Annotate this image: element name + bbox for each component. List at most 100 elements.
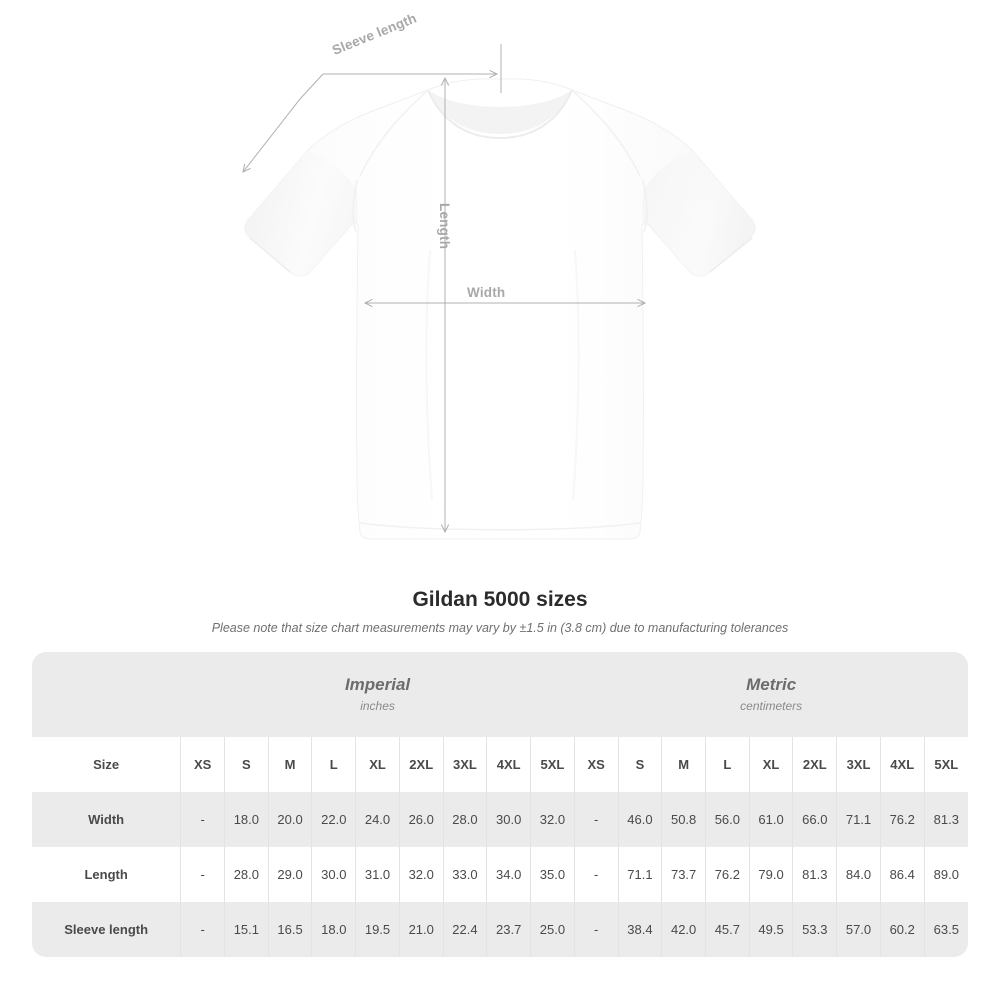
cell-length-imperial-3xl: 33.0 [442, 847, 487, 902]
size-header-row: Size XS S M L XL 2XL 3XL 4XL 5XL XS S M L XL 2XL 3XL 4XL 5… [32, 737, 968, 792]
cell-sleeve-length-metric-4xl: 60.2 [879, 902, 925, 957]
page-subtitle: Please note that size chart measurements… [211, 621, 789, 635]
cell-length-imperial-xl: 31.0 [355, 847, 400, 902]
cell-width-metric-s: 46.0 [617, 792, 662, 847]
size-header-metric-m: M [661, 737, 706, 792]
cell-length-imperial-m: 29.0 [267, 847, 312, 902]
size-header-imperial-s: S [223, 737, 269, 792]
cell-length-imperial-5xl: 35.0 [530, 847, 575, 902]
cell-width-imperial-5xl: 32.0 [530, 792, 575, 847]
size-header-metric-s: S [617, 737, 662, 792]
tshirt-shape [244, 78, 756, 540]
cell-sleeve-length-metric-s: 38.4 [617, 902, 662, 957]
size-header-imperial-4xl: 4XL [486, 737, 531, 792]
cell-sleeve-length-imperial-s: 15.1 [223, 902, 269, 957]
cell-width-metric-5xl: 81.3 [923, 792, 968, 847]
cell-width-imperial-4xl: 30.0 [486, 792, 531, 847]
size-header-metric-4xl: 4XL [879, 737, 925, 792]
size-header-imperial-l: L [311, 737, 356, 792]
cell-width-imperial-3xl: 28.0 [442, 792, 487, 847]
cell-width-metric-2xl: 66.0 [792, 792, 837, 847]
cell-length-metric-l: 76.2 [704, 847, 750, 902]
cell-sleeve-length-metric-2xl: 53.3 [792, 902, 837, 957]
cell-length-metric-2xl: 81.3 [792, 847, 837, 902]
size-header-metric-3xl: 3XL [836, 737, 881, 792]
cell-sleeve-length-imperial-4xl: 23.7 [486, 902, 531, 957]
size-table: Imperial inches Metric centimeters Size XS S M L… [32, 652, 968, 957]
size-header-imperial-xs: XS [180, 737, 225, 792]
cell-length-metric-m: 73.7 [661, 847, 706, 902]
size-header-imperial-5xl: 5XL [530, 737, 575, 792]
cell-sleeve-length-imperial-m: 16.5 [267, 902, 312, 957]
cell-width-metric-3xl: 71.1 [836, 792, 881, 847]
size-header-metric-5xl: 5XL [923, 737, 968, 792]
cell-sleeve-length-imperial-xs: - [180, 902, 225, 957]
cell-width-imperial-xl: 24.0 [355, 792, 400, 847]
cell-width-metric-4xl: 76.2 [879, 792, 925, 847]
cell-length-metric-5xl: 89.0 [923, 847, 968, 902]
cell-length-imperial-l: 30.0 [311, 847, 356, 902]
cell-sleeve-length-imperial-5xl: 25.0 [530, 902, 575, 957]
table-corner-spacer [32, 652, 181, 737]
row-label-length: Length [32, 847, 181, 902]
tshirt-svg [0, 44, 756, 540]
cell-width-metric-xl: 61.0 [748, 792, 793, 847]
cell-width-imperial-m: 20.0 [267, 792, 312, 847]
size-header-imperial-3xl: 3XL [442, 737, 487, 792]
width-label: Width [467, 285, 506, 300]
unit-group-imperial: Imperial inches [180, 652, 575, 737]
size-header-imperial-2xl: 2XL [398, 737, 444, 792]
cell-sleeve-length-metric-xs: - [573, 902, 619, 957]
cell-sleeve-length-imperial-3xl: 22.4 [442, 902, 487, 957]
size-header-imperial-xl: XL [355, 737, 400, 792]
cell-sleeve-length-metric-l: 45.7 [704, 902, 750, 957]
cell-width-metric-xs: - [573, 792, 619, 847]
cell-sleeve-length-metric-xl: 49.5 [748, 902, 793, 957]
cell-length-metric-s: 71.1 [617, 847, 662, 902]
unit-group-unit: centimeters [740, 698, 803, 713]
cell-sleeve-length-metric-3xl: 57.0 [836, 902, 881, 957]
sleeve-diagonal [243, 73, 324, 172]
cell-width-imperial-xs: - [180, 792, 225, 847]
size-header-imperial-m: M [267, 737, 312, 792]
cell-sleeve-length-metric-5xl: 63.5 [923, 902, 968, 957]
cell-length-metric-4xl: 86.4 [879, 847, 925, 902]
size-column-header: Size [32, 737, 181, 792]
length-label: Length [437, 203, 452, 250]
cell-length-imperial-2xl: 32.0 [398, 847, 444, 902]
cell-sleeve-length-imperial-l: 18.0 [311, 902, 356, 957]
unit-group-unit: inches [360, 698, 395, 713]
size-table-container: Imperial inches Metric centimeters Size XS S M L… [32, 652, 968, 957]
row-label-width: Width [32, 792, 181, 847]
cell-length-metric-xs: - [573, 847, 619, 902]
cell-width-imperial-s: 18.0 [223, 792, 269, 847]
table-row-width: Width -18.0 20.0 22.0 24.0 26.0 28.0 30.0 32.0-4… [32, 792, 968, 847]
cell-sleeve-length-metric-m: 42.0 [661, 902, 706, 957]
unit-group-name: Metric [746, 675, 797, 695]
cell-length-metric-xl: 79.0 [748, 847, 793, 902]
table-row-length: Length -28.0 29.0 30.0 31.0 32.0 33.0 34.0 35.0-… [32, 847, 968, 902]
cell-length-metric-3xl: 84.0 [836, 847, 881, 902]
table-row-sleeve-length: Sleeve length -15.1 16.5 18.0 19.5 21.0 22.4 23… [32, 902, 968, 957]
unit-group-name: Imperial [344, 675, 411, 695]
cell-width-imperial-l: 22.0 [311, 792, 356, 847]
cell-length-imperial-s: 28.0 [223, 847, 269, 902]
page-title: Gildan 5000 sizes [412, 588, 588, 611]
cell-sleeve-length-imperial-xl: 19.5 [355, 902, 400, 957]
unit-group-header-row: Imperial inches Metric centimeters [32, 652, 968, 737]
cell-width-imperial-2xl: 26.0 [398, 792, 444, 847]
size-header-metric-l: L [704, 737, 750, 792]
cell-length-imperial-xs: - [180, 847, 225, 902]
dimension-lines [243, 44, 645, 532]
cell-sleeve-length-imperial-2xl: 21.0 [398, 902, 444, 957]
row-label-sleeve-length: Sleeve length [32, 902, 181, 957]
size-header-metric-xl: XL [748, 737, 793, 792]
size-header-metric-2xl: 2XL [792, 737, 837, 792]
cell-length-imperial-4xl: 34.0 [486, 847, 531, 902]
unit-group-metric: Metric centimeters [574, 652, 968, 737]
cell-width-metric-m: 50.8 [661, 792, 706, 847]
tshirt-measurement-diagram: Sleeve length Length Width [0, 10, 756, 540]
cell-width-metric-l: 56.0 [704, 792, 750, 847]
size-header-metric-xs: XS [573, 737, 619, 792]
